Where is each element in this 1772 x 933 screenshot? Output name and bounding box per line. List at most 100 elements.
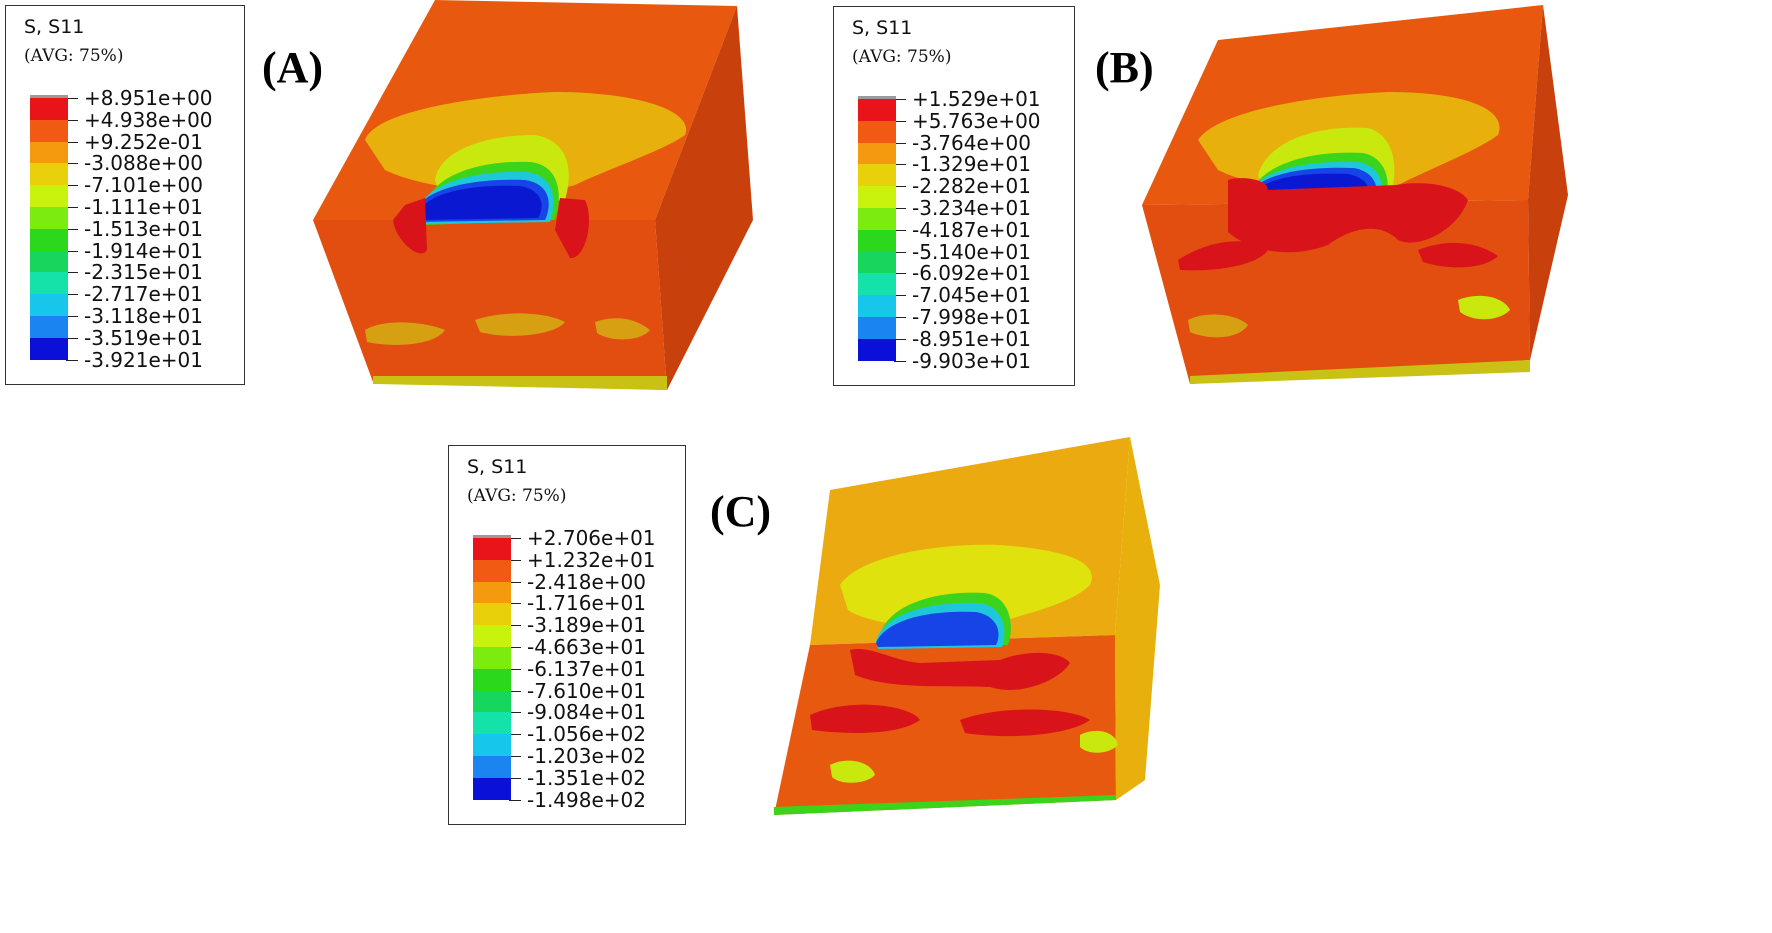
legend-swatch <box>858 208 896 230</box>
panel-label-b: (B) <box>1095 43 1154 92</box>
legend-tick <box>66 294 78 296</box>
legend-tick <box>509 668 521 670</box>
contour-red-spread <box>960 709 1090 737</box>
legend-swatch <box>858 164 896 187</box>
legend-tick <box>894 142 906 144</box>
legend-value: -2.418e+00 <box>527 569 646 594</box>
legend-tick <box>894 208 906 209</box>
legend-title: S, S11 <box>24 16 85 38</box>
legend-tick <box>66 207 78 208</box>
legend-tick <box>509 777 521 779</box>
legend-swatch <box>473 647 511 669</box>
legend-value: -4.187e+01 <box>912 217 1031 242</box>
legend-value: +1.232e+01 <box>527 547 656 572</box>
legend-swatch <box>858 142 896 165</box>
legend-value: -3.921e+01 <box>84 347 203 372</box>
legend-value: -9.903e+01 <box>912 348 1031 373</box>
legend-tick <box>509 581 521 583</box>
legend-top-line <box>30 95 68 98</box>
legend-swatch <box>473 559 511 582</box>
legend-value: -1.111e+01 <box>84 195 203 219</box>
legend-tick <box>66 185 78 187</box>
legend-tick <box>66 119 78 121</box>
cube-front-face <box>313 220 667 390</box>
legend-tick <box>509 625 521 627</box>
legend-tick <box>509 690 521 692</box>
legend-swatch <box>30 119 68 142</box>
contour-red-spread <box>1178 241 1268 271</box>
contour-bottom-blotch <box>365 322 445 345</box>
legend-b: S, S11 (AVG: 75%) +1.529e+01 +5.763e+00 -3… <box>833 6 1075 386</box>
cube-side-face <box>1528 5 1568 360</box>
legend-value: -7.101e+00 <box>84 173 203 198</box>
legend-tick <box>66 250 78 252</box>
legend-swatch <box>30 207 68 229</box>
legend-value: -2.315e+01 <box>84 260 203 285</box>
legend-swatch <box>473 756 511 778</box>
legend-tick <box>894 317 906 318</box>
legend-top-line <box>858 96 896 99</box>
legend-tick <box>894 251 906 253</box>
contour-bottom-blotch <box>1080 730 1118 753</box>
legend-value: -2.717e+01 <box>84 282 203 307</box>
legend-value: +4.938e+00 <box>84 107 213 132</box>
legend-swatch <box>473 690 511 713</box>
legend-tick <box>894 295 906 297</box>
legend-swatch <box>473 777 511 800</box>
legend-tick <box>894 229 906 231</box>
legend-value: -1.716e+01 <box>527 591 646 616</box>
legend-value: -9.084e+01 <box>527 700 646 725</box>
legend-tick <box>66 337 78 339</box>
legend-swatch <box>473 581 511 604</box>
legend-tick <box>509 712 521 714</box>
legend-value: +8.951e+00 <box>84 86 213 110</box>
contour-bottom-blotch <box>1188 314 1248 338</box>
legend-value: -3.118e+01 <box>84 304 203 328</box>
legend-tick <box>894 99 906 100</box>
legend-value: -1.329e+01 <box>912 152 1031 177</box>
contour-red-spread <box>1418 242 1498 268</box>
legend-swatch <box>30 141 68 164</box>
legend-tick <box>509 538 521 539</box>
legend-value: -1.513e+01 <box>84 216 203 241</box>
legend-swatch <box>473 734 511 756</box>
legend-tick <box>894 120 906 122</box>
legend-tick <box>509 647 521 648</box>
contour-bottom-blotch <box>1458 295 1510 320</box>
panel-label-a: (A) <box>262 43 324 92</box>
legend-swatch <box>858 295 896 317</box>
contour-deepblue <box>417 185 542 220</box>
legend-swatch <box>30 250 68 273</box>
contour-yellowgreen <box>840 544 1092 629</box>
legend-swatch <box>30 163 68 186</box>
legend-value: +5.763e+00 <box>912 108 1041 133</box>
legend-value: -3.088e+00 <box>84 151 203 176</box>
legend-tick <box>509 734 521 736</box>
legend-tick <box>509 756 521 757</box>
legend-value: -7.998e+01 <box>912 305 1031 329</box>
legend-value: -1.914e+01 <box>84 238 203 263</box>
legend-value: -3.234e+01 <box>912 196 1031 220</box>
legend-swatch <box>473 625 511 647</box>
legend-value: +1.529e+01 <box>912 87 1041 111</box>
cube-side-face <box>655 6 753 390</box>
legend-swatch <box>30 294 68 316</box>
legend-value: -1.498e+02 <box>527 787 646 812</box>
legend-value: -3.519e+01 <box>84 325 203 350</box>
panel-label-c: (C) <box>710 487 772 536</box>
legend-tick <box>66 272 78 274</box>
legend-value: -3.764e+00 <box>912 130 1031 155</box>
legend-value: -1.203e+02 <box>527 744 646 768</box>
stress-contour-cube-a <box>313 0 753 390</box>
contour-bottom-blotch <box>475 313 565 336</box>
legend-value: -7.610e+01 <box>527 678 646 703</box>
legend-swatch <box>858 338 896 361</box>
stress-contour-cube-b <box>1142 5 1568 384</box>
legend-swatch <box>473 712 511 735</box>
legend-c: S, S11 (AVG: 75%) +2.706e+01 +1.232e+01 -2… <box>448 445 686 825</box>
legend-tick <box>894 186 906 188</box>
legend-swatch <box>30 185 68 207</box>
legend-tick <box>66 359 78 361</box>
legend-tick <box>66 316 78 317</box>
contour-bottom-edge <box>373 376 667 390</box>
